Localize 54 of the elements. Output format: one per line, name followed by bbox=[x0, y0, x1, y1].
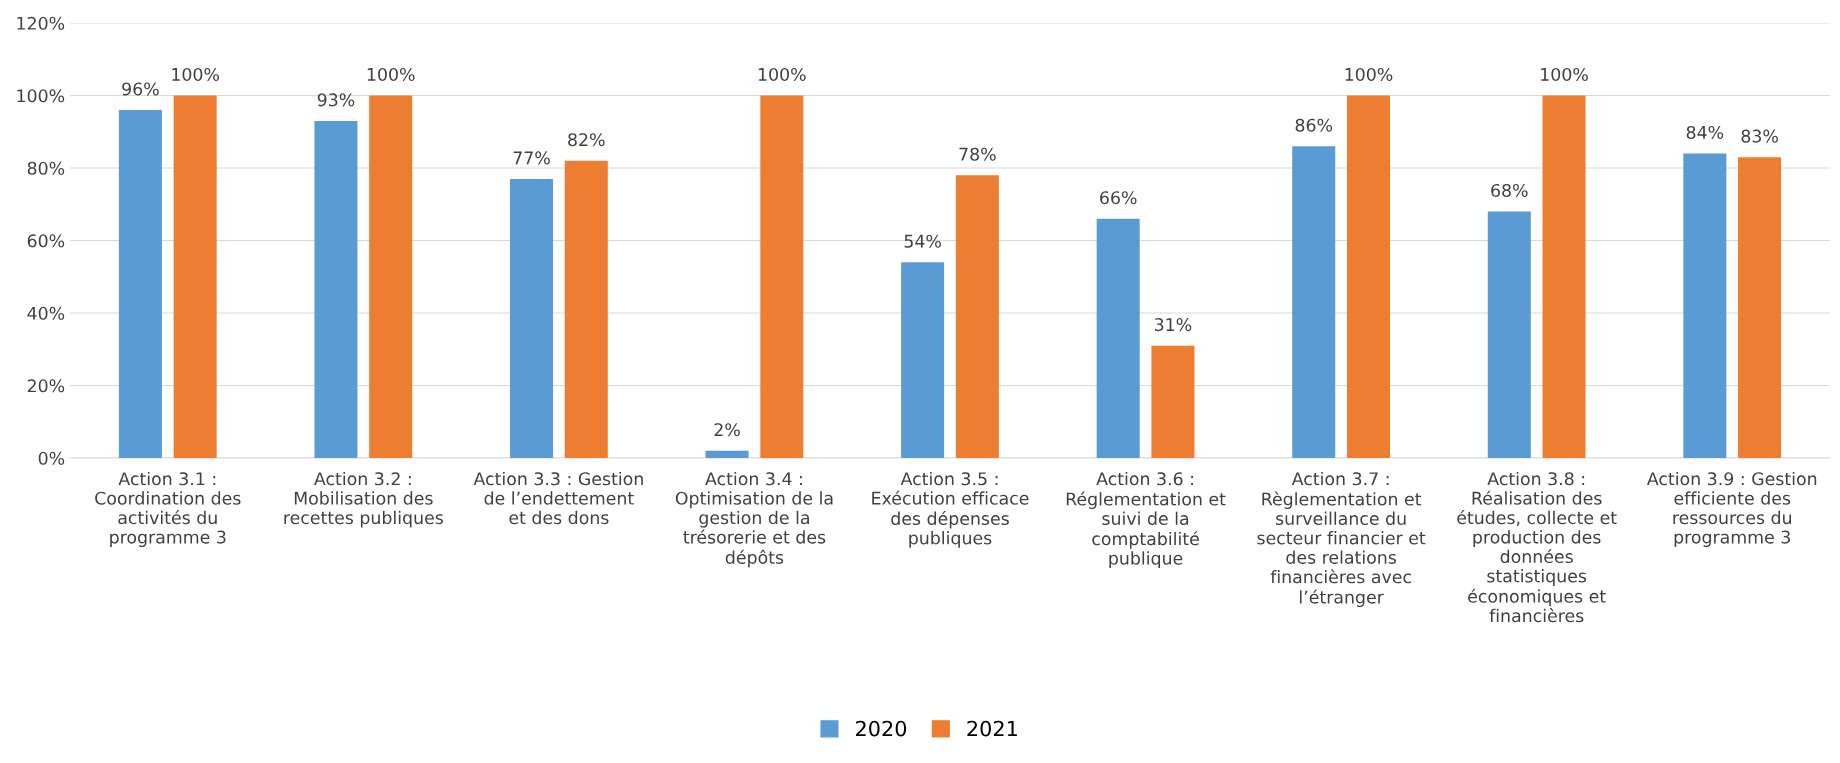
x-tick-label: Action 3.9 : Gestion efficiente des ressources du programme 3 bbox=[1646, 471, 1817, 548]
bar bbox=[760, 95, 804, 458]
x-tick-label: Action 3.6 : Réglementation et suivi de la comptabilité publique bbox=[1066, 471, 1226, 569]
bar bbox=[1487, 211, 1531, 458]
data-label: 100% bbox=[1541, 67, 1588, 82]
data-label: 66% bbox=[1100, 191, 1137, 205]
bar bbox=[314, 120, 358, 458]
x-tick-label: Action 3.1 : Coordination des activités du programme 3 bbox=[95, 471, 241, 548]
data-label: 100% bbox=[172, 67, 220, 82]
y-tick-label: 20% bbox=[27, 379, 65, 393]
bar bbox=[901, 262, 945, 458]
bar bbox=[173, 95, 217, 458]
x-tick-label: Action 3.8 : Réalisation des études, collecte et production des données statistiques économiques et financières bbox=[1457, 471, 1617, 623]
y-tick-label: 120% bbox=[17, 16, 65, 30]
bar bbox=[1542, 95, 1586, 458]
data-label: 84% bbox=[1686, 125, 1724, 140]
x-tick-label: Action 3.7 : Règlementation et surveillance du secteur financier et des relations financières avec l’étranger bbox=[1257, 471, 1426, 607]
data-label: 86% bbox=[1295, 118, 1333, 132]
y-tick-label: 60% bbox=[27, 234, 65, 248]
bar bbox=[1292, 146, 1336, 458]
data-label: 93% bbox=[317, 93, 355, 107]
data-label: 100% bbox=[758, 67, 806, 82]
bar bbox=[118, 110, 162, 458]
bar bbox=[510, 178, 554, 458]
legend-label: 2021 bbox=[967, 720, 1017, 737]
data-label: 78% bbox=[959, 147, 996, 161]
data-label: 2% bbox=[714, 423, 740, 437]
bar bbox=[1346, 95, 1390, 458]
bar bbox=[369, 95, 413, 458]
bar bbox=[1151, 345, 1195, 458]
y-tick-label: 40% bbox=[27, 306, 65, 320]
data-label: 82% bbox=[568, 133, 605, 147]
data-label: 31% bbox=[1154, 318, 1192, 332]
bar bbox=[564, 160, 608, 458]
y-tick-label: 80% bbox=[27, 161, 65, 175]
data-label: 68% bbox=[1491, 183, 1528, 198]
legend-label: 2020 bbox=[856, 720, 907, 737]
bar bbox=[1683, 153, 1727, 458]
x-tick-label: Action 3.2 : Mobilisation des recettes publiques bbox=[284, 471, 443, 528]
bar bbox=[705, 450, 749, 458]
x-tick-label: Action 3.3 : Gestion de l’endettement et des dons bbox=[473, 471, 643, 525]
x-tick-label: Action 3.5 : Exécution efficace des dépenses publiques bbox=[872, 471, 1029, 548]
x-tick-label: Action 3.4 : Optimisation de la gestion de la trésorerie et des dépôts bbox=[675, 471, 833, 568]
data-label: 100% bbox=[367, 67, 415, 82]
bar bbox=[955, 175, 999, 458]
bar bbox=[1738, 157, 1782, 458]
data-label: 77% bbox=[513, 151, 550, 165]
bar bbox=[1096, 218, 1140, 458]
data-label: 100% bbox=[1345, 67, 1393, 82]
data-label: 54% bbox=[904, 234, 941, 248]
y-tick-label: 100% bbox=[17, 89, 65, 103]
data-label: 96% bbox=[122, 82, 159, 96]
data-label: 83% bbox=[1741, 129, 1778, 143]
y-tick-label: 0% bbox=[38, 451, 65, 465]
